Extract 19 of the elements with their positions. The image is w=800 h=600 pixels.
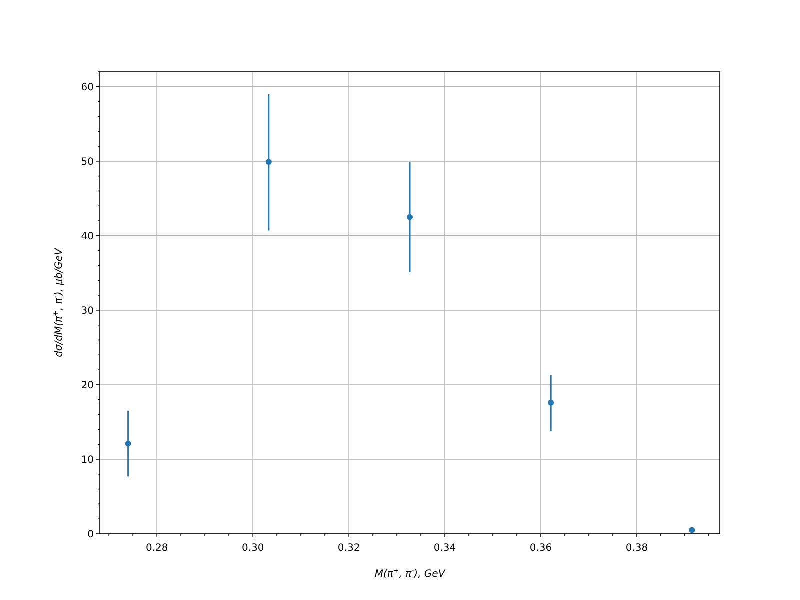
y-tick-label: 10 xyxy=(81,454,94,466)
x-tick-label: 0.30 xyxy=(242,543,264,554)
x-tick-label: 0.32 xyxy=(338,543,360,554)
point xyxy=(407,214,413,220)
y-tick-label: 50 xyxy=(81,156,94,168)
x-tick-label: 0.36 xyxy=(530,543,552,554)
y-tick-label: 20 xyxy=(81,380,94,392)
x-tick-label: 0.28 xyxy=(146,543,168,554)
point xyxy=(266,159,272,166)
y-tick-label: 60 xyxy=(81,82,94,94)
point xyxy=(548,400,554,406)
x-axis-title: M(π$^{+}$, π$^{-}$), GeV xyxy=(374,567,446,580)
point xyxy=(125,440,132,447)
point xyxy=(689,527,696,534)
y-tick-label: 40 xyxy=(81,231,94,242)
x-tick-label: 0.34 xyxy=(434,543,456,554)
y-tick-label: 0 xyxy=(88,530,94,540)
y-tick-label: 30 xyxy=(81,306,94,317)
x-tick-label: 0.38 xyxy=(626,543,648,554)
